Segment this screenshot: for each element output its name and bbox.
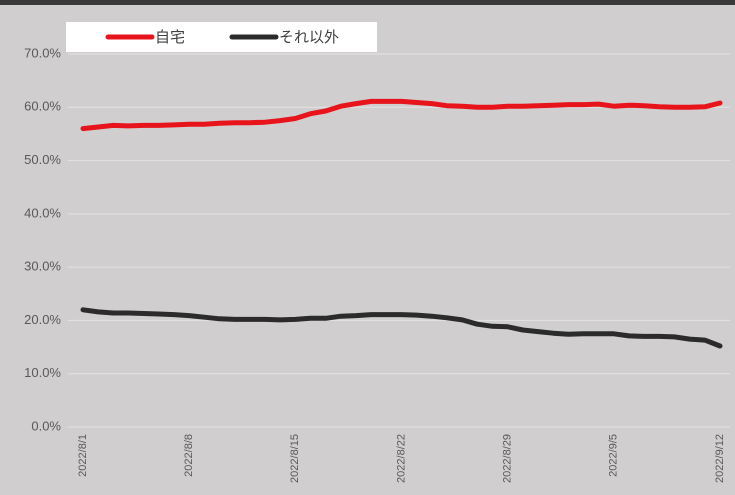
y-tick-label: 60.0% <box>24 99 61 114</box>
x-tick-label: 2022/8/8 <box>183 434 195 477</box>
x-tick-label: 2022/8/15 <box>289 434 301 483</box>
x-tick-label: 2022/9/5 <box>608 434 620 477</box>
y-tick-label: 50.0% <box>24 152 61 167</box>
x-tick-label: 2022/8/29 <box>502 434 514 483</box>
x-tick-label: 2022/9/12 <box>714 434 726 483</box>
y-tick-label: 10.0% <box>24 365 61 380</box>
y-tick-label: 0.0% <box>31 418 61 433</box>
y-tick-label: 30.0% <box>24 259 61 274</box>
line-series <box>80 98 723 132</box>
y-tick-label: 40.0% <box>24 205 61 220</box>
y-tick-label: 20.0% <box>24 312 61 327</box>
line-series <box>80 307 723 349</box>
x-tick-label: 2022/8/22 <box>395 434 407 483</box>
y-tick-label: 70.0% <box>24 45 61 60</box>
x-tick-label: 2022/8/1 <box>77 434 89 477</box>
top-border <box>0 0 735 5</box>
legend-label: 自宅 <box>155 29 185 46</box>
legend-label: それ以外 <box>279 29 339 46</box>
